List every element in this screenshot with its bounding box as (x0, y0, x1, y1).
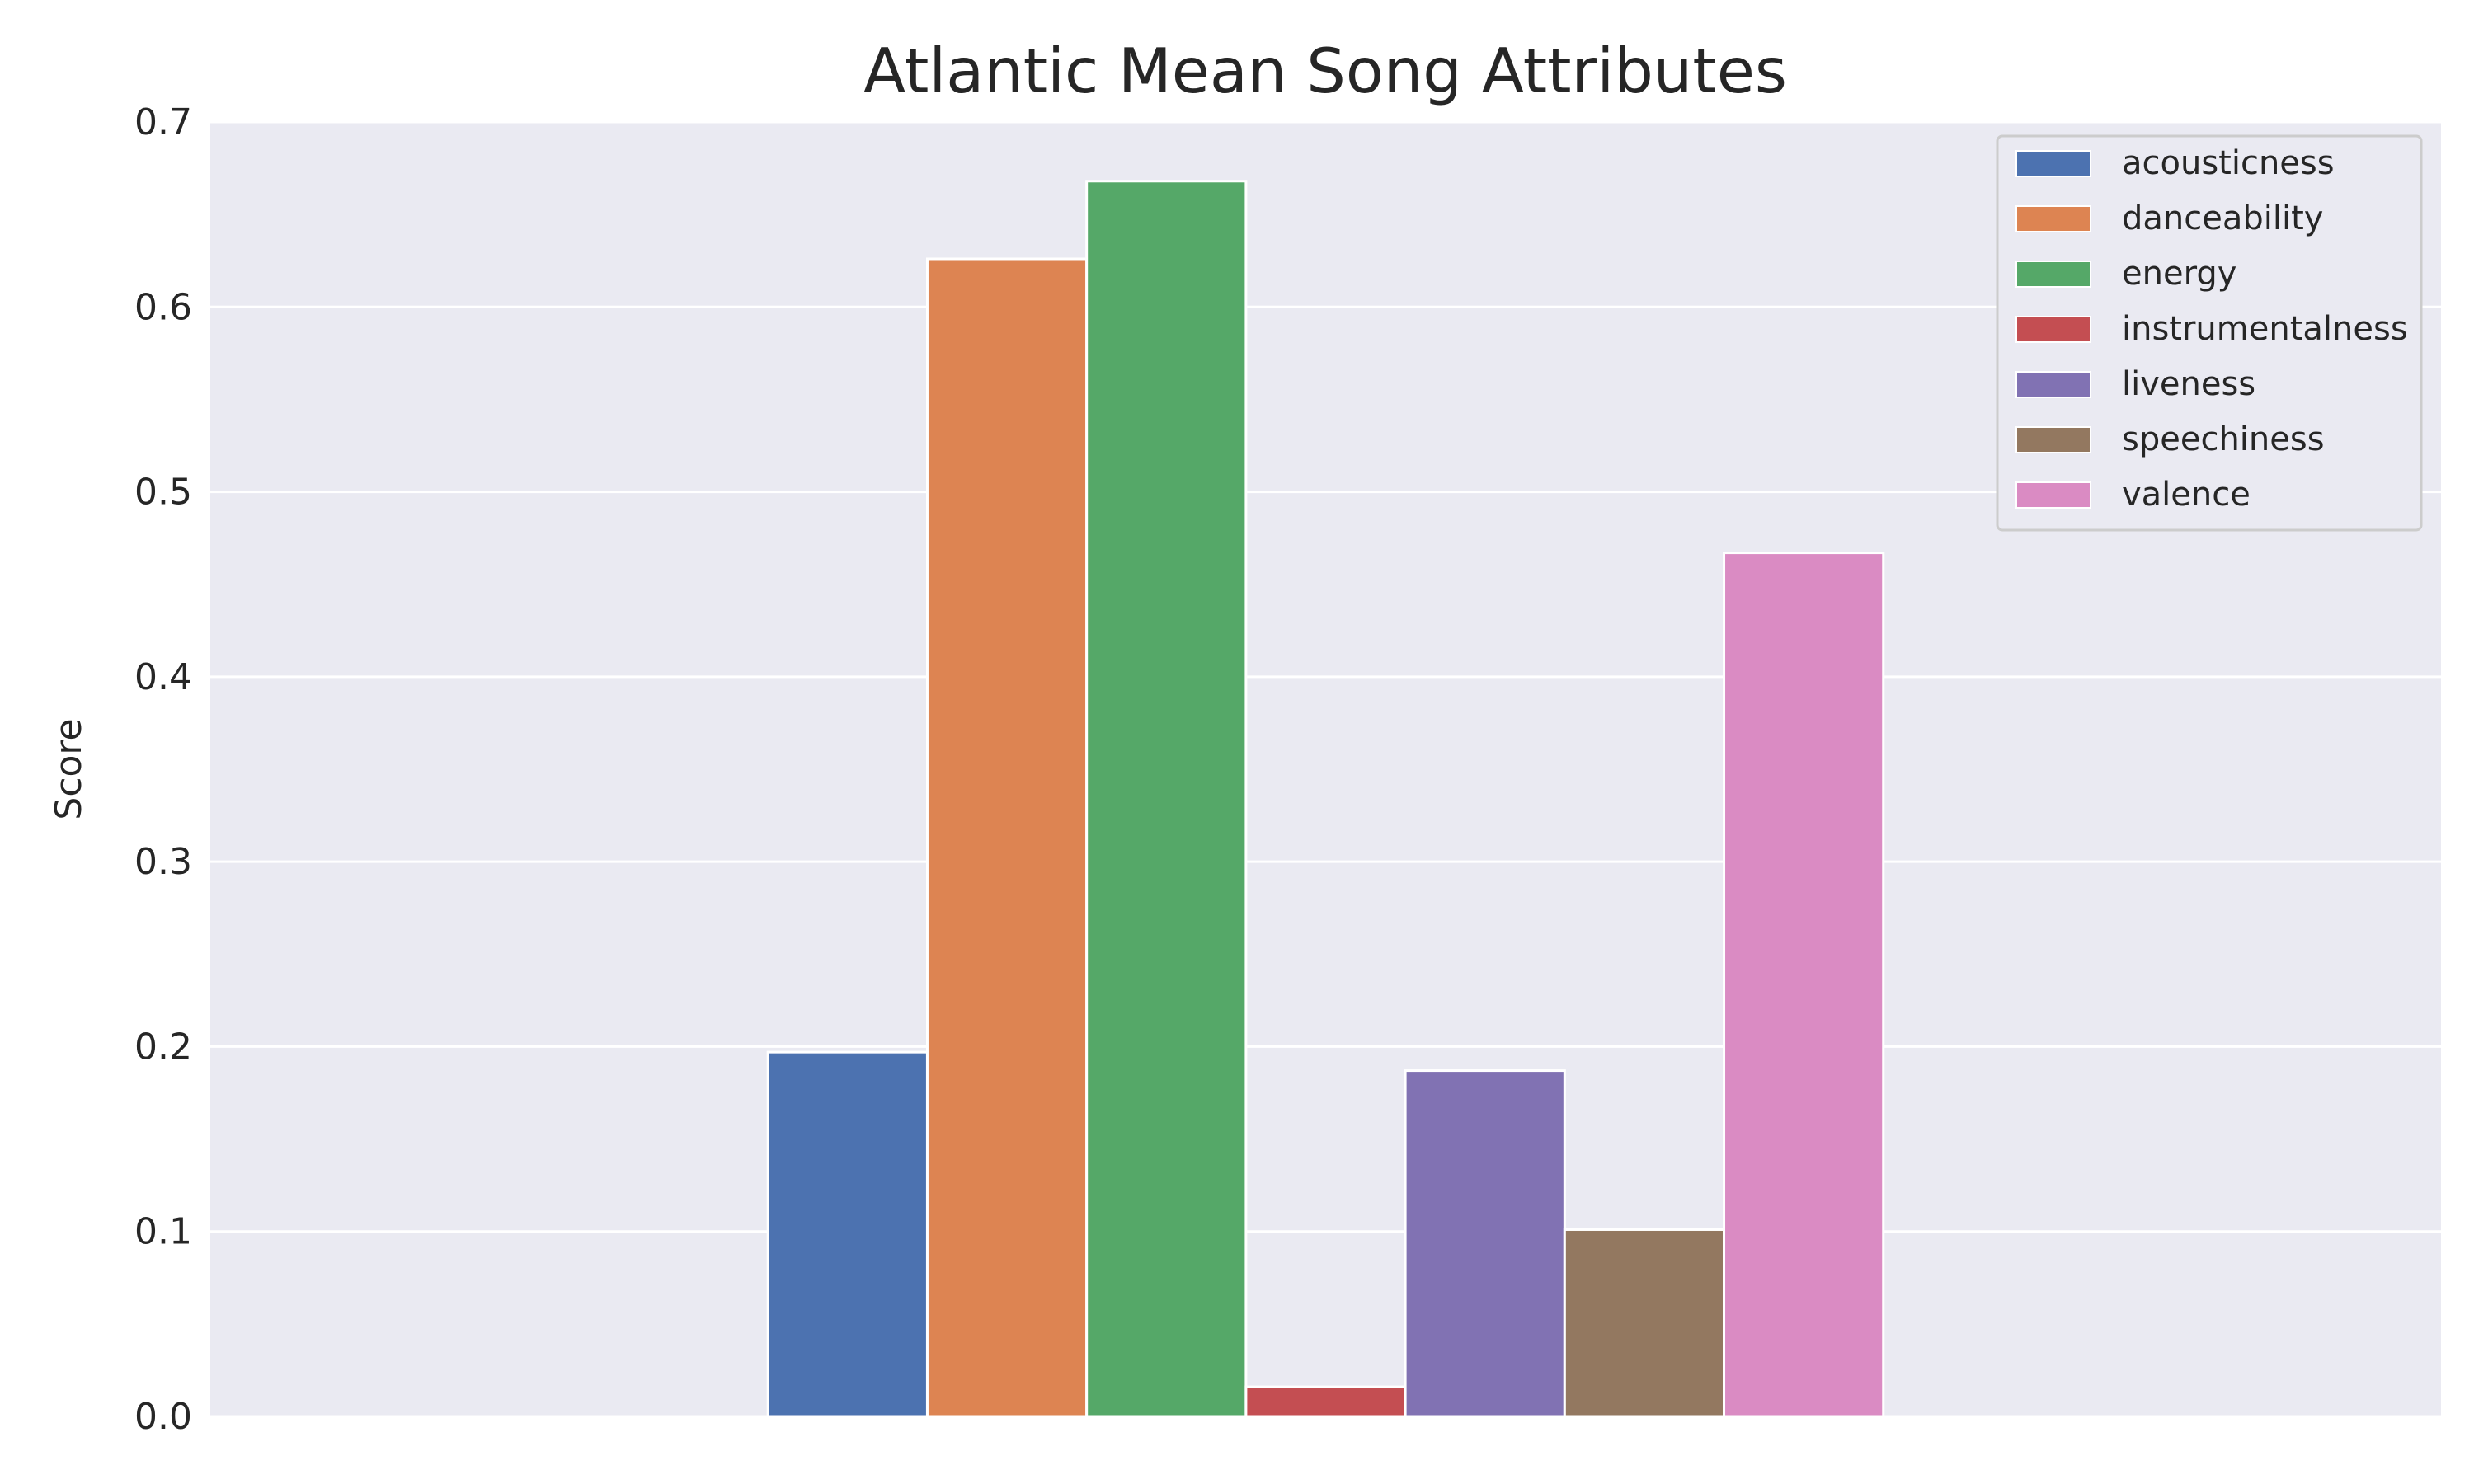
bar-valence (1723, 552, 1885, 1418)
y-tick-label: 0.4 (134, 656, 192, 698)
y-axis-ticks: 0.0 0.1 0.2 0.3 0.4 0.5 0.6 0.7 (134, 101, 192, 1438)
y-tick-label: 0.6 (134, 286, 192, 328)
bar-liveness (1404, 1069, 1566, 1418)
legend-label-speechiness: speechiness (2122, 420, 2325, 458)
legend-swatch-instrumentalness (2015, 316, 2091, 343)
legend-label-acousticness: acousticness (2122, 144, 2335, 182)
y-axis-label: Score (48, 718, 90, 819)
legend-swatch-danceability (2015, 205, 2091, 232)
legend-swatch-speechiness (2015, 426, 2091, 453)
legend-label-valence: valence (2122, 476, 2251, 514)
y-tick-label: 0.5 (134, 472, 192, 514)
bar-danceability (925, 257, 1089, 1418)
legend-box (1996, 134, 2423, 532)
y-tick-label: 0.7 (134, 101, 192, 143)
legend-swatch-valence (2015, 481, 2091, 509)
legend-swatch-liveness (2015, 371, 2091, 398)
y-tick-label: 0.1 (134, 1211, 192, 1253)
legend-label-liveness: liveness (2122, 365, 2255, 403)
legend-items: acousticness danceability energy instrument… (2015, 144, 2408, 514)
bars (766, 180, 1885, 1418)
legend-swatch-acousticness (2015, 150, 2091, 177)
legend-label-energy: energy (2122, 255, 2236, 293)
bar-acousticness (766, 1050, 929, 1418)
bar-energy (1085, 180, 1248, 1418)
legend-swatch-energy (2015, 261, 2091, 288)
legend-label-instrumentalness: instrumentalness (2122, 310, 2408, 348)
chart-title: Atlantic Mean Song Attributes (863, 35, 1787, 107)
y-tick-label: 0.0 (134, 1396, 192, 1438)
legend-label-danceability: danceability (2122, 200, 2323, 237)
y-tick-label: 0.3 (134, 841, 192, 883)
bar-speechiness (1563, 1228, 1726, 1418)
y-tick-label: 0.2 (134, 1026, 192, 1068)
bar-instrumentalness (1244, 1385, 1407, 1418)
legend: acousticness danceability energy instrument… (1996, 134, 2423, 532)
